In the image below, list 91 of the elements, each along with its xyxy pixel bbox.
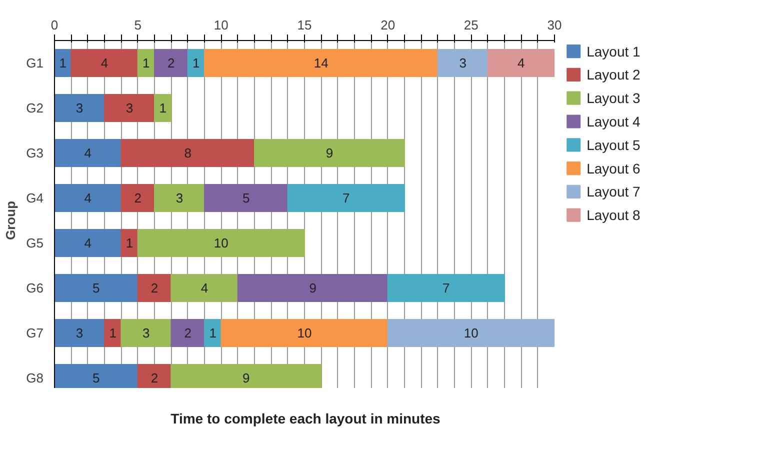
data-label: 3 <box>176 190 184 206</box>
bar <box>387 319 554 347</box>
data-label: 3 <box>76 100 84 116</box>
y-tick-label: G4 <box>26 190 44 206</box>
y-tick-label: G6 <box>26 280 44 296</box>
y-tick-label: G1 <box>26 56 44 70</box>
x-tick-label: 0 <box>50 18 58 32</box>
data-label: 10 <box>464 326 478 340</box>
data-label: 2 <box>150 370 158 386</box>
legend-label: Layout 7 <box>586 184 641 200</box>
data-label: 1 <box>159 100 166 116</box>
data-label: 1 <box>59 56 66 70</box>
data-label: 8 <box>184 146 192 160</box>
bar <box>387 274 505 302</box>
data-label: 9 <box>326 146 334 160</box>
y-tick-label: G2 <box>26 100 44 116</box>
data-label: 1 <box>192 56 200 70</box>
data-label: 9 <box>242 370 250 386</box>
data-label: 4 <box>518 56 525 70</box>
data-label: 2 <box>150 280 158 296</box>
bar <box>120 139 255 167</box>
x-tick-label: 10 <box>214 18 228 32</box>
data-label: 1 <box>109 326 116 340</box>
data-label: 14 <box>314 56 328 70</box>
bar <box>54 94 105 122</box>
data-label: 3 <box>142 326 150 340</box>
bar <box>154 49 188 77</box>
data-label: 2 <box>184 326 192 340</box>
y-tick-label: G5 <box>26 236 44 250</box>
data-label: 3 <box>76 326 84 340</box>
data-label: 10 <box>214 236 228 250</box>
bar <box>104 94 155 122</box>
bar <box>54 139 122 167</box>
data-label: 1 <box>126 236 134 250</box>
bar <box>70 49 138 77</box>
x-tick-label: 5 <box>134 18 142 32</box>
x-tick-label: 15 <box>297 18 312 32</box>
legend-label: Layout 3 <box>586 90 641 106</box>
data-label: 3 <box>459 56 466 70</box>
data-label: 2 <box>168 56 175 70</box>
y-axis-title: Group <box>3 200 18 240</box>
bar <box>137 274 172 302</box>
legend-label: Layout 2 <box>586 66 641 83</box>
bar <box>170 274 238 302</box>
bar <box>54 274 138 302</box>
bar <box>54 184 122 212</box>
bar <box>287 184 405 212</box>
bar <box>254 139 405 167</box>
bar <box>120 229 138 257</box>
legend-label: Layout 1 <box>586 43 641 60</box>
data-label: 5 <box>242 190 250 206</box>
data-label: 1 <box>209 326 216 340</box>
data-label: 5 <box>92 280 100 296</box>
y-tick-label: G3 <box>26 146 44 160</box>
data-label: 10 <box>297 326 312 340</box>
data-label: 4 <box>200 280 208 296</box>
bar <box>120 184 155 212</box>
data-label: 4 <box>100 56 108 70</box>
bar <box>487 49 554 77</box>
data-label: 7 <box>442 280 450 296</box>
data-label: 7 <box>342 190 350 206</box>
data-label: 4 <box>84 146 92 160</box>
bar <box>54 229 122 257</box>
bar <box>204 49 438 77</box>
x-tick-label: 30 <box>547 18 562 32</box>
data-label: 4 <box>84 190 92 206</box>
bar <box>54 319 105 347</box>
bar <box>204 184 288 212</box>
data-label: 3 <box>126 100 134 116</box>
bar <box>170 319 205 347</box>
x-axis-title: Time to complete each layout in minutes <box>170 410 441 426</box>
bar <box>437 49 488 77</box>
y-tick-label: G7 <box>26 326 44 340</box>
bar <box>237 274 388 302</box>
x-tick-label: 25 <box>464 18 478 32</box>
legend-label: Layout 6 <box>586 160 641 176</box>
bar <box>120 319 172 347</box>
bar <box>220 319 388 347</box>
x-tick-label: 20 <box>380 18 396 32</box>
data-label: 1 <box>142 56 150 70</box>
legend-label: Layout 5 <box>586 136 641 153</box>
bar <box>137 229 305 257</box>
y-tick-label: G8 <box>26 370 44 386</box>
bar <box>154 94 172 122</box>
legend-label: Layout 4 <box>586 114 641 130</box>
data-label: 5 <box>92 370 100 386</box>
data-label: 9 <box>309 280 316 296</box>
bar <box>154 184 205 212</box>
legend-label: Layout 8 <box>586 207 641 224</box>
data-label: 4 <box>84 236 92 250</box>
data-label: 2 <box>134 190 142 206</box>
